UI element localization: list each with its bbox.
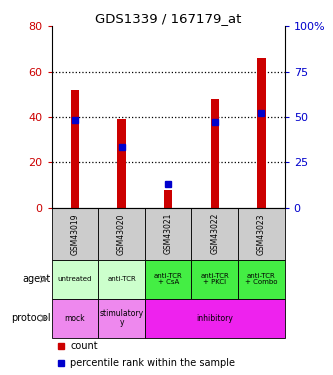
Bar: [117, 119, 126, 208]
Bar: [238, 208, 285, 260]
Text: agent: agent: [22, 274, 51, 284]
Bar: [145, 260, 191, 299]
Bar: [257, 58, 266, 208]
Text: anti-TCR
+ Combo: anti-TCR + Combo: [245, 273, 278, 285]
Bar: [98, 208, 145, 260]
Title: GDS1339 / 167179_at: GDS1339 / 167179_at: [95, 12, 241, 25]
Bar: [71, 90, 79, 208]
Text: anti-TCR
+ PKCi: anti-TCR + PKCi: [200, 273, 229, 285]
Bar: [145, 208, 191, 260]
Text: protocol: protocol: [11, 313, 51, 323]
Text: anti-TCR
+ CsA: anti-TCR + CsA: [154, 273, 182, 285]
Bar: [52, 298, 98, 338]
Bar: [191, 260, 238, 299]
Text: untreated: untreated: [58, 276, 92, 282]
Bar: [52, 208, 98, 260]
Bar: [210, 99, 219, 208]
Text: GSM43022: GSM43022: [210, 213, 219, 255]
Text: GSM43021: GSM43021: [164, 213, 173, 255]
Bar: [145, 298, 285, 338]
Text: GSM43020: GSM43020: [117, 213, 126, 255]
Text: mock: mock: [65, 314, 85, 322]
Bar: [98, 298, 145, 338]
Bar: [164, 190, 172, 208]
Bar: [191, 208, 238, 260]
Bar: [98, 260, 145, 299]
Text: inhibitory: inhibitory: [196, 314, 233, 322]
Text: count: count: [70, 341, 98, 351]
Text: GSM43019: GSM43019: [70, 213, 80, 255]
Text: percentile rank within the sample: percentile rank within the sample: [70, 358, 235, 368]
Bar: [238, 260, 285, 299]
Text: GSM43023: GSM43023: [257, 213, 266, 255]
Text: anti-TCR: anti-TCR: [107, 276, 136, 282]
Text: stimulatory
y: stimulatory y: [100, 309, 144, 327]
Bar: [52, 260, 98, 299]
